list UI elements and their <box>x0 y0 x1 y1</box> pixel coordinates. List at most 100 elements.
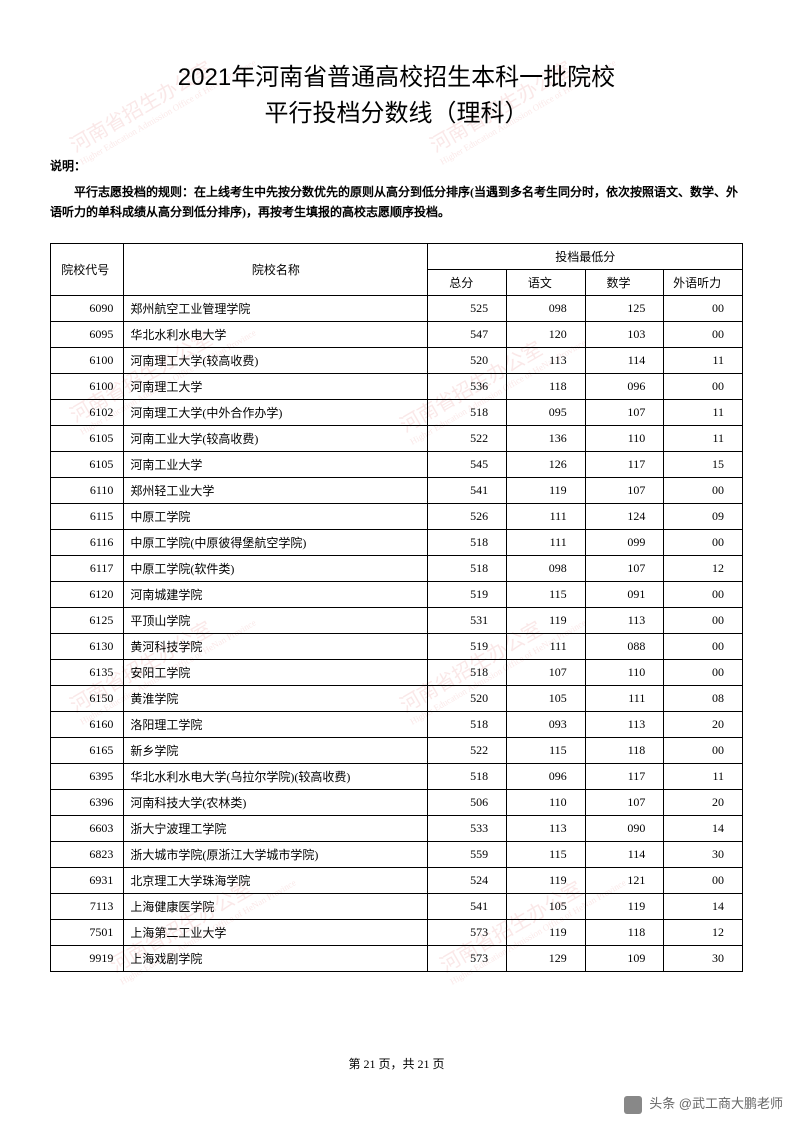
table-row: 7501上海第二工业大学57311911812 <box>51 919 743 945</box>
cell-math: 117 <box>585 763 664 789</box>
cell-chinese: 120 <box>507 321 586 347</box>
table-row: 6135安阳工学院51810711000 <box>51 659 743 685</box>
table-row: 6395华北水利水电大学(乌拉尔学院)(较高收费)51809611711 <box>51 763 743 789</box>
cell-listening: 12 <box>664 555 743 581</box>
cell-chinese: 095 <box>507 399 586 425</box>
cell-name: 河南理工大学(中外合作办学) <box>124 399 428 425</box>
cell-chinese: 118 <box>507 373 586 399</box>
cell-math: 110 <box>585 659 664 685</box>
table-row: 6130黄河科技学院51911108800 <box>51 633 743 659</box>
cell-total: 518 <box>428 399 507 425</box>
cell-name: 中原工学院(中原彼得堡航空学院) <box>124 529 428 555</box>
table-row: 6116中原工学院(中原彼得堡航空学院)51811109900 <box>51 529 743 555</box>
cell-listening: 20 <box>664 711 743 737</box>
cell-listening: 14 <box>664 893 743 919</box>
cell-code: 6110 <box>51 477 124 503</box>
cell-listening: 12 <box>664 919 743 945</box>
table-row: 6117中原工学院(软件类)51809810712 <box>51 555 743 581</box>
cell-name: 上海健康医学院 <box>124 893 428 919</box>
cell-total: 519 <box>428 581 507 607</box>
cell-chinese: 119 <box>507 477 586 503</box>
cell-name: 北京理工大学珠海学院 <box>124 867 428 893</box>
cell-code: 7501 <box>51 919 124 945</box>
cell-total: 520 <box>428 685 507 711</box>
cell-total: 518 <box>428 529 507 555</box>
table-row: 6150黄淮学院52010511108 <box>51 685 743 711</box>
cell-total: 518 <box>428 763 507 789</box>
header-total: 总分 <box>428 269 507 295</box>
cell-name: 河南工业大学(较高收费) <box>124 425 428 451</box>
cell-code: 6150 <box>51 685 124 711</box>
cell-chinese: 096 <box>507 763 586 789</box>
cell-code: 6396 <box>51 789 124 815</box>
cell-total: 533 <box>428 815 507 841</box>
cell-math: 090 <box>585 815 664 841</box>
cell-total: 524 <box>428 867 507 893</box>
cell-listening: 00 <box>664 373 743 399</box>
cell-listening: 09 <box>664 503 743 529</box>
score-table: 院校代号 院校名称 投档最低分 总分 语文 数学 外语听力 6090郑州航空工业… <box>50 243 743 972</box>
cell-chinese: 107 <box>507 659 586 685</box>
cell-chinese: 111 <box>507 503 586 529</box>
cell-listening: 11 <box>664 763 743 789</box>
page-title: 2021年河南省普通高校招生本科一批院校 平行投档分数线（理科） <box>50 60 743 132</box>
cell-name: 河南理工大学 <box>124 373 428 399</box>
cell-total: 522 <box>428 737 507 763</box>
cell-code: 6165 <box>51 737 124 763</box>
cell-listening: 00 <box>664 321 743 347</box>
cell-chinese: 111 <box>507 529 586 555</box>
cell-name: 新乡学院 <box>124 737 428 763</box>
cell-listening: 00 <box>664 607 743 633</box>
cell-math: 107 <box>585 399 664 425</box>
cell-code: 6100 <box>51 373 124 399</box>
cell-math: 113 <box>585 607 664 633</box>
cell-listening: 30 <box>664 945 743 971</box>
cell-math: 109 <box>585 945 664 971</box>
cell-name: 郑州航空工业管理学院 <box>124 295 428 321</box>
cell-code: 6105 <box>51 425 124 451</box>
cell-chinese: 115 <box>507 581 586 607</box>
cell-code: 6102 <box>51 399 124 425</box>
cell-code: 6603 <box>51 815 124 841</box>
cell-listening: 00 <box>664 737 743 763</box>
cell-chinese: 098 <box>507 555 586 581</box>
cell-listening: 15 <box>664 451 743 477</box>
cell-chinese: 105 <box>507 893 586 919</box>
cell-name: 洛阳理工学院 <box>124 711 428 737</box>
table-row: 6100河南理工大学(较高收费)52011311411 <box>51 347 743 373</box>
table-row: 6102河南理工大学(中外合作办学)51809510711 <box>51 399 743 425</box>
cell-total: 525 <box>428 295 507 321</box>
cell-total: 541 <box>428 893 507 919</box>
cell-listening: 11 <box>664 425 743 451</box>
cell-math: 107 <box>585 789 664 815</box>
cell-listening: 00 <box>664 659 743 685</box>
cell-math: 091 <box>585 581 664 607</box>
table-row: 6125平顶山学院53111911300 <box>51 607 743 633</box>
cell-listening: 20 <box>664 789 743 815</box>
cell-chinese: 129 <box>507 945 586 971</box>
cell-name: 中原工学院(软件类) <box>124 555 428 581</box>
cell-listening: 11 <box>664 399 743 425</box>
cell-chinese: 136 <box>507 425 586 451</box>
table-row: 7113上海健康医学院54110511914 <box>51 893 743 919</box>
cell-math: 118 <box>585 919 664 945</box>
cell-chinese: 119 <box>507 919 586 945</box>
page-footer: 第 21 页，共 21 页 <box>0 1055 793 1072</box>
cell-math: 118 <box>585 737 664 763</box>
cell-name: 平顶山学院 <box>124 607 428 633</box>
header-name: 院校名称 <box>124 243 428 295</box>
cell-total: 545 <box>428 451 507 477</box>
cell-math: 117 <box>585 451 664 477</box>
cell-code: 6105 <box>51 451 124 477</box>
cell-code: 6130 <box>51 633 124 659</box>
cell-total: 573 <box>428 919 507 945</box>
table-row: 6105河南工业大学54512611715 <box>51 451 743 477</box>
cell-code: 6120 <box>51 581 124 607</box>
cell-name: 河南工业大学 <box>124 451 428 477</box>
cell-total: 547 <box>428 321 507 347</box>
cell-name: 安阳工学院 <box>124 659 428 685</box>
cell-math: 088 <box>585 633 664 659</box>
table-row: 6396河南科技大学(农林类)50611010720 <box>51 789 743 815</box>
table-row: 6603浙大宁波理工学院53311309014 <box>51 815 743 841</box>
cell-name: 上海第二工业大学 <box>124 919 428 945</box>
